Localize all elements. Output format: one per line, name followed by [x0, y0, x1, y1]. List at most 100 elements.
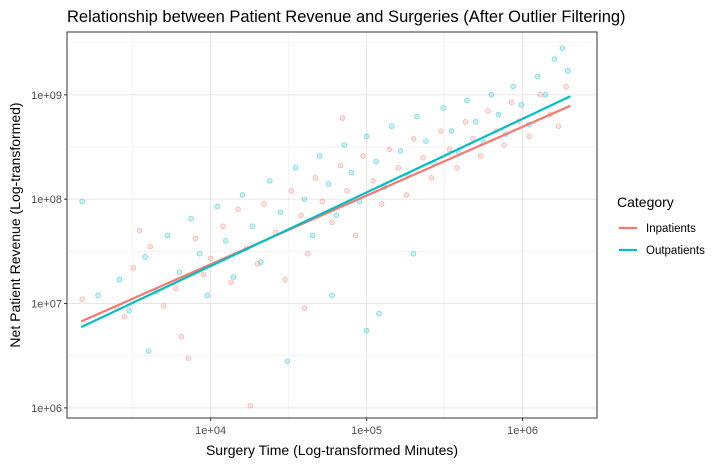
trend-line-outpatients [81, 95, 571, 328]
data-point [363, 133, 370, 140]
data-point [164, 232, 171, 239]
y-axis-title: Net Patient Revenue (Log-transformed) [7, 102, 23, 347]
data-point [403, 192, 410, 198]
legend-items: Inpatients Outpatients [619, 223, 705, 257]
data-point [510, 83, 516, 90]
data-point [495, 111, 502, 118]
data-point [555, 123, 562, 129]
chart-title: Relationship between Patient Revenue and… [67, 8, 626, 26]
data-point [239, 192, 246, 198]
data-point [309, 232, 316, 239]
trend-lines [81, 95, 571, 328]
data-point [448, 128, 455, 134]
data-point [551, 56, 558, 62]
data-point [147, 244, 153, 250]
axis-ticks: 1e+04 1e+05 1e+06 1e+06 1e+07 1e+08 1e+09 [31, 90, 538, 437]
data-point [360, 153, 366, 159]
data-point [79, 296, 85, 302]
legend: Category Inpatients Outpatients [617, 194, 705, 257]
data-point [563, 83, 569, 90]
data-point [508, 99, 515, 105]
data-point [316, 153, 323, 159]
data-point [230, 274, 237, 280]
data-point [526, 133, 532, 140]
data-point [423, 138, 429, 144]
data-point [373, 158, 379, 165]
data-point [485, 108, 491, 114]
data-point [410, 135, 417, 142]
data-point [397, 148, 404, 154]
data-point [200, 271, 207, 278]
data-point [301, 305, 308, 312]
data-point [207, 255, 214, 262]
data-point [464, 97, 470, 104]
data-point [542, 92, 549, 98]
x-tick-label: 1e+05 [351, 425, 382, 437]
x-axis-title: Surgery Time (Log-transformed Minutes) [206, 442, 458, 458]
data-point [145, 348, 152, 354]
y-tick-label: 1e+07 [31, 299, 62, 311]
data-point [288, 188, 295, 194]
data-point [376, 310, 382, 317]
data-point [370, 178, 376, 184]
data-point [136, 227, 143, 234]
data-point [185, 355, 192, 361]
data-point [454, 165, 460, 171]
data-point [192, 235, 199, 242]
data-point [395, 165, 402, 171]
data-point [277, 209, 284, 215]
x-tick-label: 1e+04 [195, 425, 226, 437]
y-tick-label: 1e+06 [31, 403, 62, 415]
data-point [472, 119, 479, 125]
data-point [222, 237, 229, 244]
data-point [537, 92, 544, 98]
data-point [333, 212, 340, 219]
data-point [565, 68, 571, 74]
data-point [363, 327, 370, 334]
trend-line-inpatients [81, 104, 571, 323]
data-point [178, 334, 185, 340]
data-point [188, 215, 194, 222]
data-point [518, 102, 524, 108]
data-point [214, 203, 220, 210]
data-point [559, 45, 566, 51]
data-point [438, 128, 444, 134]
data-point [79, 198, 85, 205]
data-point [420, 154, 426, 161]
data-point [389, 123, 395, 129]
legend-label: Outpatients [646, 245, 705, 257]
data-point [261, 201, 267, 207]
data-point [319, 198, 326, 205]
data-point [121, 313, 128, 320]
data-point [116, 276, 123, 283]
data-point [176, 269, 183, 275]
data-point [228, 279, 234, 285]
data-point [282, 276, 288, 283]
panel-border [66, 31, 598, 419]
data-point [95, 292, 101, 299]
data-point [292, 165, 299, 171]
data-point [440, 105, 446, 111]
data-point [501, 142, 507, 148]
data-point [298, 212, 304, 219]
data-point [301, 196, 308, 202]
y-tick-label: 1e+08 [31, 194, 62, 206]
data-point [344, 188, 350, 194]
data-point [267, 178, 273, 184]
data-point [352, 232, 359, 239]
data-point [160, 303, 167, 309]
legend-title: Category [617, 194, 674, 210]
data-point [341, 142, 348, 148]
data-point [329, 292, 335, 299]
data-point [378, 201, 385, 207]
data-point [249, 223, 256, 230]
data-point [488, 92, 495, 98]
data-point [414, 113, 420, 120]
data-point [329, 219, 335, 226]
data-point [220, 223, 226, 230]
data-point [312, 175, 319, 181]
data-point [428, 175, 435, 181]
data-point [258, 259, 264, 265]
data-point [196, 250, 203, 257]
